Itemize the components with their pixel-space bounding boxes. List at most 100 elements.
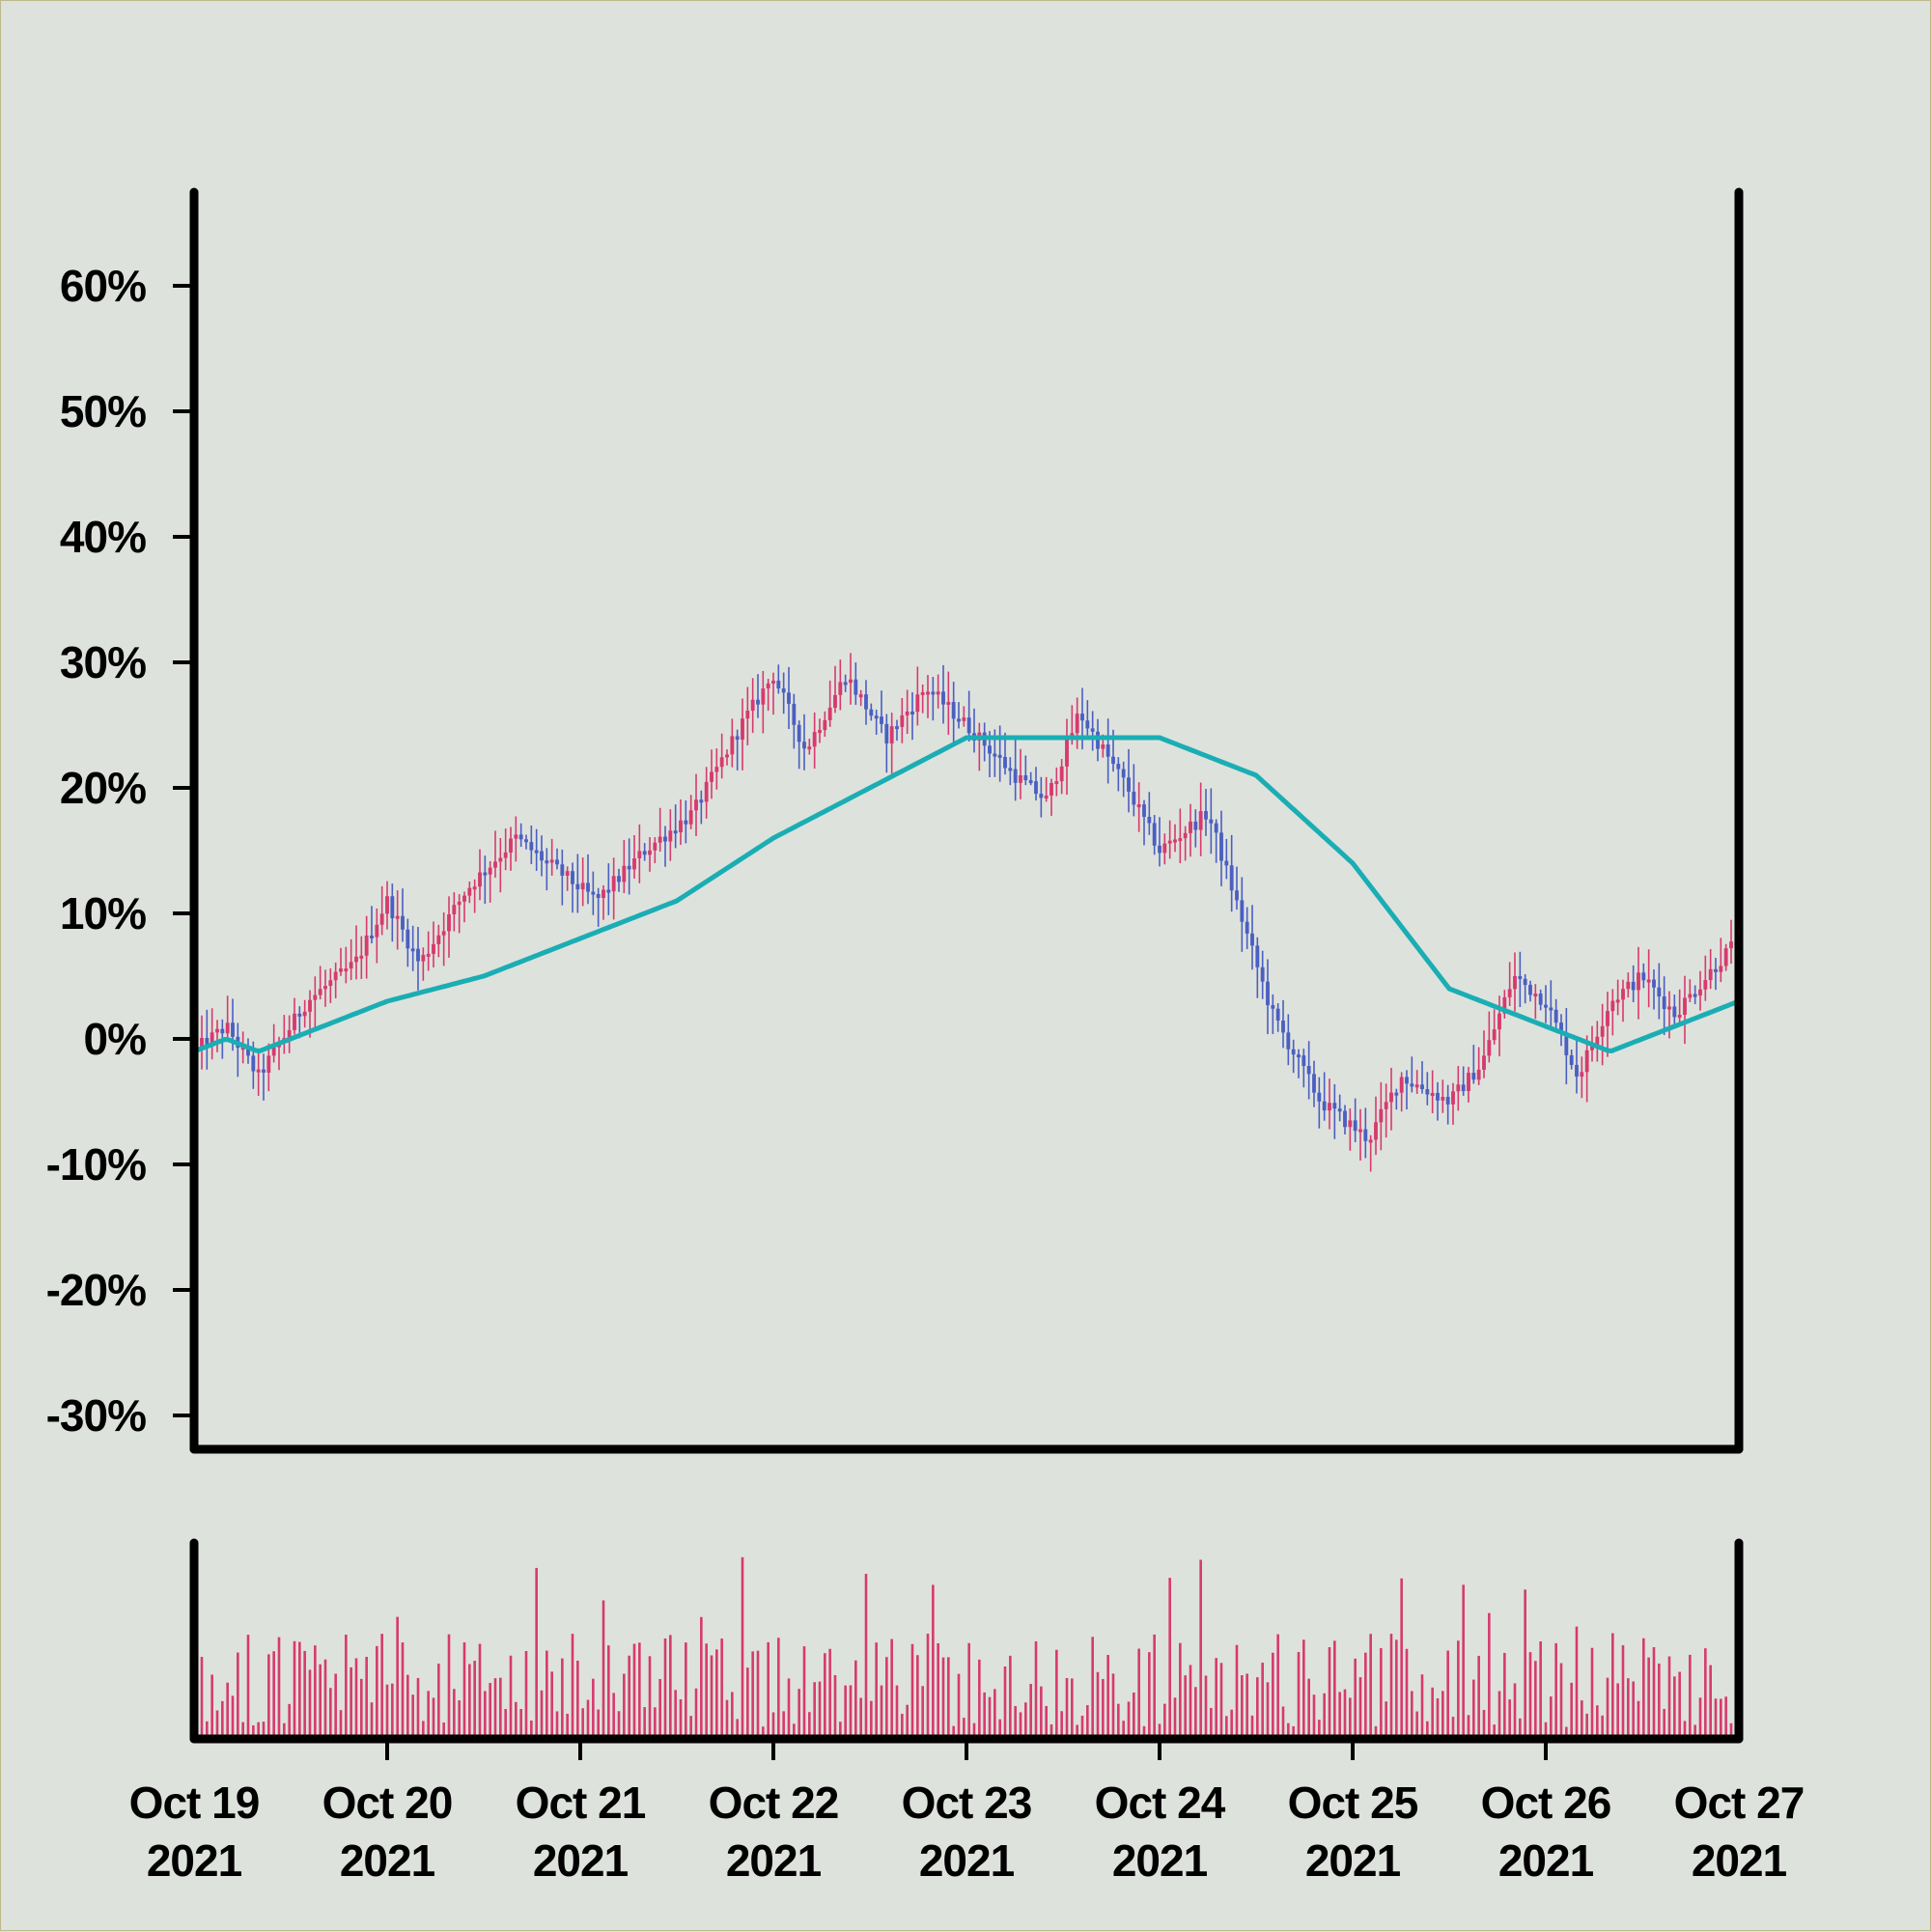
volume-bar <box>1601 1715 1604 1739</box>
volume-bar <box>654 1707 657 1739</box>
candle-body <box>1271 1005 1275 1009</box>
volume-bar <box>246 1635 250 1739</box>
candle-body <box>514 834 518 839</box>
candle-body <box>545 860 549 864</box>
candle-body <box>1405 1077 1409 1084</box>
candle-body <box>1714 968 1718 972</box>
candle-body <box>710 771 714 782</box>
volume-bar <box>978 1659 981 1739</box>
candle-body <box>905 711 910 715</box>
volume-bar <box>1003 1666 1007 1739</box>
candle-body <box>385 896 389 914</box>
candle-body <box>1019 775 1022 783</box>
candle-body <box>1646 979 1651 983</box>
volume-bar <box>519 1709 522 1739</box>
candle-body <box>1445 1097 1450 1105</box>
candle-body <box>1723 948 1728 966</box>
volume-bar <box>1122 1721 1125 1739</box>
candle-body <box>895 726 899 730</box>
candle-body <box>344 968 349 972</box>
volume-bar <box>1127 1701 1131 1739</box>
candle-body <box>410 948 415 952</box>
candle-body <box>1621 989 1625 1000</box>
volume-bar <box>828 1648 831 1739</box>
volume-bar <box>679 1699 683 1739</box>
candle-body <box>1363 1129 1368 1141</box>
volume-bar <box>489 1683 491 1739</box>
candle-body <box>540 851 544 861</box>
candle-body <box>756 699 760 705</box>
candle-body <box>823 719 827 731</box>
candle-body <box>1394 1092 1399 1096</box>
volume-bar <box>1519 1718 1522 1739</box>
volume-bar <box>1106 1655 1109 1739</box>
volume-bar <box>1451 1717 1455 1739</box>
volume-bar <box>385 1684 389 1739</box>
volume-bar <box>1420 1674 1424 1739</box>
candle-body <box>766 683 770 689</box>
volume-bar <box>1163 1703 1166 1739</box>
volume-bar <box>1328 1647 1331 1739</box>
candle-body <box>1600 1025 1605 1037</box>
candle-body <box>1492 1029 1497 1041</box>
candle-body <box>1049 782 1053 796</box>
volume-bar <box>1426 1721 1429 1739</box>
volume-bar <box>972 1722 976 1739</box>
candle-body <box>1420 1084 1424 1090</box>
candle-body <box>704 781 709 802</box>
volume-bar <box>1534 1661 1537 1739</box>
y-tick-label: 30% <box>60 637 146 687</box>
volume-bar <box>380 1634 383 1739</box>
volume-bar <box>1714 1698 1718 1739</box>
volume-bar <box>612 1693 615 1739</box>
candle-body <box>1631 981 1636 991</box>
candle-body <box>874 715 879 719</box>
volume-bar <box>592 1678 595 1739</box>
volume-bar <box>1323 1693 1326 1739</box>
volume-bar <box>1133 1692 1135 1739</box>
volume-bar <box>715 1649 718 1739</box>
volume-bar <box>926 1633 930 1739</box>
volume-bar <box>854 1660 857 1739</box>
volume-bar <box>288 1703 291 1739</box>
volume-bar <box>1266 1682 1270 1739</box>
volume-bar <box>967 1642 970 1739</box>
volume-bar <box>210 1674 213 1739</box>
volume-bar <box>1055 1649 1058 1739</box>
volume-bar <box>901 1714 904 1739</box>
volume-bar <box>1729 1722 1733 1739</box>
volume-bar <box>1168 1578 1171 1739</box>
candle-body <box>1229 865 1234 891</box>
volume-bar <box>818 1681 822 1739</box>
volume-bar <box>1477 1655 1480 1739</box>
volume-bar <box>1241 1675 1244 1739</box>
volume-bar <box>849 1685 853 1739</box>
candle-body <box>1379 1108 1384 1123</box>
candle-body <box>658 836 662 843</box>
volume-bar <box>1380 1648 1383 1739</box>
candle-body <box>699 799 704 803</box>
candle-body <box>488 867 492 875</box>
candle-body <box>864 694 868 710</box>
volume-bar <box>200 1657 204 1739</box>
candle-body <box>719 757 724 768</box>
candle-body <box>936 691 940 695</box>
candle-body <box>653 842 658 851</box>
candle-body <box>498 857 503 862</box>
candle-body <box>843 682 848 686</box>
candle-body <box>741 718 744 741</box>
volume-bar <box>1544 1722 1548 1739</box>
volume-bar <box>1467 1715 1470 1739</box>
volume-bar <box>1621 1645 1625 1739</box>
volume-bar <box>1261 1663 1264 1739</box>
volume-bar <box>731 1692 734 1739</box>
volume-bar <box>1528 1652 1532 1739</box>
volume-bar <box>839 1722 842 1739</box>
candle-body <box>988 745 992 754</box>
volume-bar <box>1472 1679 1475 1739</box>
volume-bar <box>1559 1663 1563 1739</box>
volume-bar <box>669 1635 672 1739</box>
volume-bar <box>1667 1656 1671 1739</box>
y-tick-label: 60% <box>60 261 146 311</box>
candle-body <box>1461 1084 1466 1092</box>
